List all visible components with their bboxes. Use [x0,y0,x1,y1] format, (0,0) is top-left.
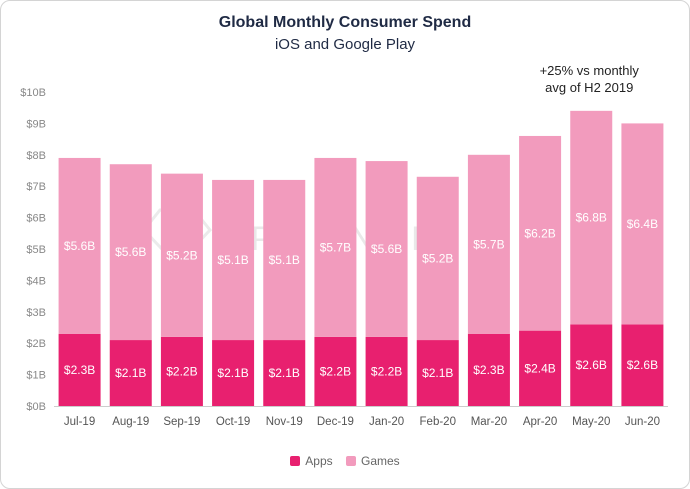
legend-item-apps: Apps [290,454,333,468]
bar-games [570,110,613,325]
bar-apps [621,324,664,406]
bar-apps [109,340,152,406]
x-tick-label: Aug-19 [112,416,149,428]
bar-apps [467,333,510,406]
y-tick-label: $0B [26,401,46,413]
data-label-apps: $2.3B [64,363,95,377]
y-tick-label: $9B [26,118,46,130]
x-tick-label: Jan-20 [369,416,404,428]
bar-games [160,173,203,337]
data-label-games: $5.7B [320,240,351,254]
y-tick-label: $10B [20,87,46,99]
x-tick-label: Dec-19 [317,416,354,428]
bar-games [365,161,408,337]
bar-apps [212,340,255,406]
annotation-text: avg of H2 2019 [545,80,633,95]
bar-games [263,179,306,341]
chart-title: Global Monthly Consumer Spend [218,14,472,31]
data-label-apps: $2.4B [524,361,555,375]
bar-games [416,176,459,341]
bar-apps [263,340,306,406]
annotation-text: +25% vs monthly [540,63,640,78]
data-label-games: $5.2B [166,248,197,262]
data-label-apps: $2.2B [166,364,197,378]
y-tick-label: $6B [26,213,46,225]
bar-apps [365,336,408,406]
legend-swatch-games [346,456,356,466]
legend-label-games: Games [361,454,400,468]
x-tick-label: Mar-20 [471,416,507,428]
x-tick-label: May-20 [572,416,610,428]
y-tick-label: $4B [26,275,46,287]
data-label-apps: $2.1B [269,366,300,380]
chart-subtitle: iOS and Google Play [274,36,416,53]
bar-games [314,157,357,337]
bar-apps [58,333,101,406]
bar-games [109,164,152,341]
x-tick-label: Oct-19 [216,416,251,428]
bar-games [58,157,101,334]
bar-apps [314,336,357,406]
legend-swatch-apps [290,456,301,466]
stacked-bar-chart: APP ANNIE$0B$1B$2B$3B$4B$5B$6B$7B$8B$9B$… [20,63,668,428]
data-label-games: $6.2B [524,226,555,240]
bar-games [621,123,664,325]
data-label-games: $5.1B [269,253,300,267]
x-tick-label: Sep-19 [163,416,200,428]
bar-games [212,179,255,341]
data-label-games: $6.8B [576,211,607,225]
data-label-games: $5.6B [64,239,95,253]
data-label-apps: $2.6B [627,358,658,372]
data-label-games: $5.7B [473,237,504,251]
data-label-games: $6.4B [627,217,658,231]
bar-apps [160,336,203,406]
bar-apps [519,330,562,406]
y-tick-label: $5B [26,244,46,256]
bar-games [519,135,562,331]
data-label-apps: $2.2B [320,364,351,378]
y-tick-label: $7B [26,181,46,193]
bar-apps [570,324,613,406]
y-tick-label: $2B [26,338,46,350]
data-label-games: $5.6B [371,242,402,256]
y-tick-label: $1B [26,370,46,382]
legend-item-games: Games [346,454,400,468]
legend-label-apps: Apps [305,454,333,468]
y-tick-label: $3B [26,307,46,319]
x-tick-label: Nov-19 [266,416,303,428]
x-tick-label: Feb-20 [420,416,456,428]
bar-games [467,154,510,334]
data-label-apps: $2.1B [422,366,453,380]
data-label-apps: $2.3B [473,363,504,377]
data-label-apps: $2.1B [115,366,146,380]
y-tick-label: $8B [26,150,46,162]
data-label-apps: $2.6B [576,358,607,372]
x-tick-label: Jul-19 [64,416,95,428]
data-label-games: $5.2B [422,251,453,265]
x-tick-label: Apr-20 [523,416,558,428]
bar-apps [416,340,459,406]
data-label-games: $5.1B [217,253,248,267]
data-label-apps: $2.2B [371,364,402,378]
data-label-apps: $2.1B [217,366,248,380]
x-tick-label: Jun-20 [625,416,660,428]
data-label-games: $5.6B [115,245,146,259]
legend: Apps Games [0,454,690,469]
